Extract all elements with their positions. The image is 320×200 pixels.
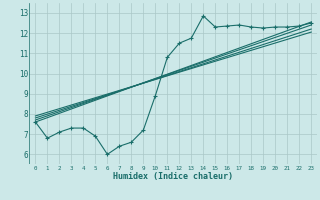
X-axis label: Humidex (Indice chaleur): Humidex (Indice chaleur) <box>113 172 233 181</box>
